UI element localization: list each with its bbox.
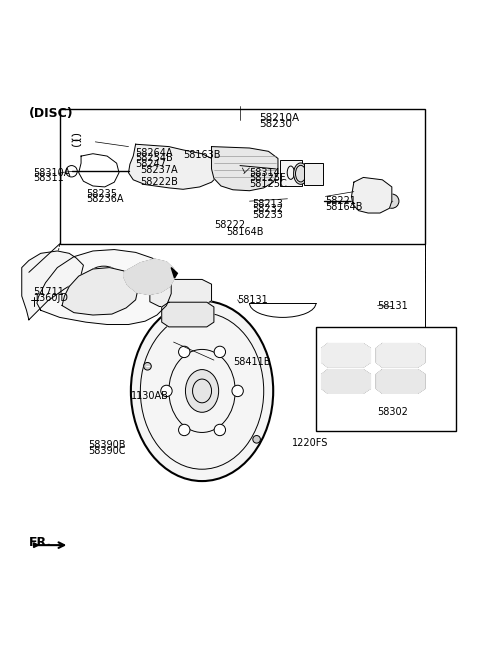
- Text: 58235: 58235: [86, 188, 117, 198]
- Circle shape: [66, 166, 77, 177]
- Text: 58314: 58314: [250, 168, 280, 178]
- Text: 58233: 58233: [252, 210, 283, 220]
- Text: 58232: 58232: [252, 204, 283, 214]
- Text: 58390B: 58390B: [88, 440, 126, 450]
- Polygon shape: [162, 302, 214, 327]
- Polygon shape: [322, 343, 371, 367]
- Text: FR.: FR.: [29, 536, 52, 549]
- Circle shape: [179, 424, 190, 436]
- Text: 58125F: 58125F: [250, 174, 286, 184]
- Polygon shape: [34, 543, 38, 548]
- Text: 58221: 58221: [325, 196, 356, 206]
- Text: 58411B: 58411B: [233, 357, 270, 367]
- Polygon shape: [322, 369, 371, 393]
- Polygon shape: [376, 343, 425, 367]
- Circle shape: [253, 436, 261, 443]
- Polygon shape: [79, 154, 119, 187]
- Polygon shape: [37, 250, 171, 325]
- Text: 51711: 51711: [34, 287, 64, 297]
- Text: 58390C: 58390C: [88, 446, 126, 456]
- Circle shape: [232, 385, 243, 397]
- Circle shape: [145, 164, 155, 174]
- Text: 1360JD: 1360JD: [34, 293, 69, 303]
- Ellipse shape: [185, 369, 219, 412]
- Text: (DISC): (DISC): [29, 107, 73, 120]
- Circle shape: [28, 297, 39, 309]
- Circle shape: [144, 363, 151, 370]
- Circle shape: [235, 161, 245, 170]
- Text: 58310A: 58310A: [34, 168, 71, 178]
- Text: 58222B: 58222B: [140, 177, 178, 186]
- Text: 58163B: 58163B: [183, 150, 221, 160]
- Bar: [304, 163, 323, 184]
- Circle shape: [179, 346, 190, 357]
- Ellipse shape: [294, 163, 308, 184]
- Circle shape: [161, 385, 172, 397]
- Text: 58264A: 58264A: [136, 148, 173, 158]
- Text: 58125C: 58125C: [250, 179, 287, 189]
- Text: 1130AB: 1130AB: [131, 391, 169, 401]
- Text: 58222: 58222: [214, 220, 245, 230]
- Text: 58131: 58131: [238, 295, 268, 305]
- Bar: [60, 109, 425, 244]
- Polygon shape: [351, 178, 392, 213]
- Polygon shape: [124, 259, 175, 295]
- Text: 58230: 58230: [259, 119, 292, 129]
- Circle shape: [214, 346, 226, 357]
- Circle shape: [240, 170, 247, 177]
- Text: 58164B: 58164B: [325, 202, 363, 212]
- Polygon shape: [376, 369, 425, 393]
- Ellipse shape: [131, 301, 273, 481]
- Text: 58311: 58311: [34, 174, 64, 184]
- Text: 58247: 58247: [136, 159, 167, 169]
- Polygon shape: [171, 268, 178, 278]
- Polygon shape: [129, 144, 221, 189]
- Text: 58210A: 58210A: [259, 113, 299, 123]
- Text: 58237A: 58237A: [140, 165, 178, 175]
- Text: 58302: 58302: [378, 407, 408, 418]
- Text: 58131: 58131: [378, 301, 408, 311]
- Polygon shape: [150, 279, 212, 307]
- Bar: [280, 160, 301, 186]
- Circle shape: [214, 424, 226, 436]
- Bar: [316, 327, 456, 432]
- Polygon shape: [62, 268, 138, 315]
- Circle shape: [384, 194, 399, 208]
- Text: 58213: 58213: [252, 198, 283, 208]
- Text: 1220FS: 1220FS: [292, 438, 329, 448]
- Text: 58236A: 58236A: [86, 194, 123, 204]
- Polygon shape: [212, 146, 278, 191]
- Text: 58254B: 58254B: [136, 154, 173, 164]
- Polygon shape: [22, 251, 84, 320]
- Text: 58164B: 58164B: [226, 226, 263, 236]
